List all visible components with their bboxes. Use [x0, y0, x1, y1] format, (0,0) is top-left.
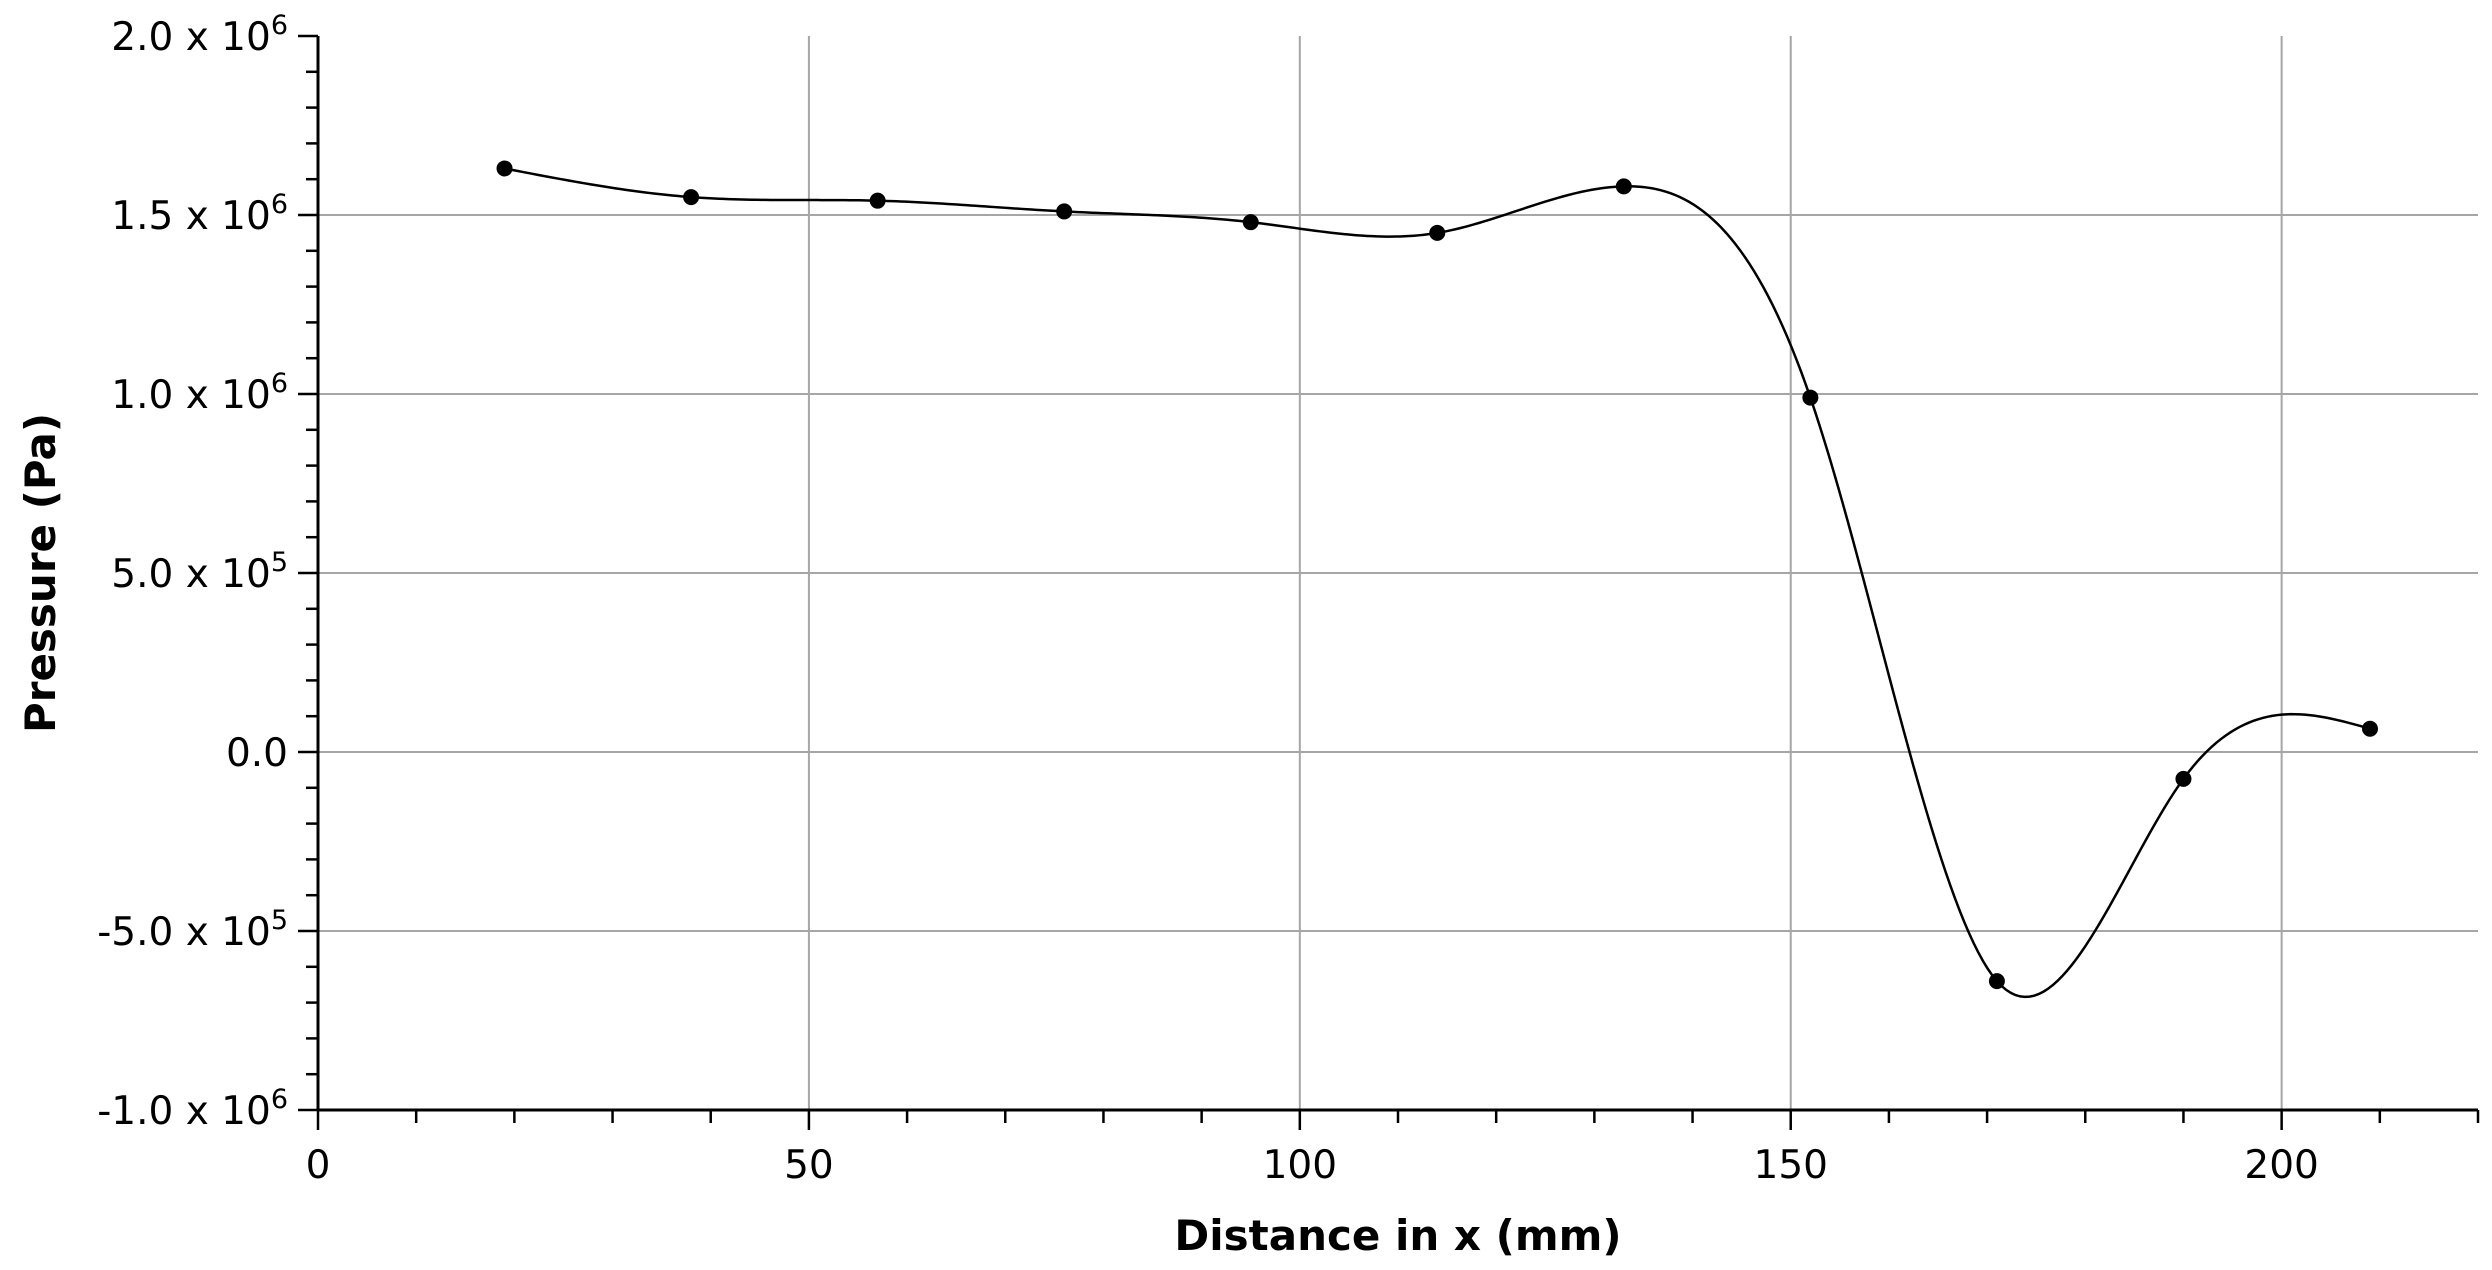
data-point — [1242, 214, 1259, 231]
data-point — [869, 192, 886, 209]
x-tick-label: 150 — [1754, 1143, 1828, 1188]
data-point — [2362, 720, 2378, 737]
tick-labels: 0 50 100 150 200 2.0 x 106 1.5 x 106 1.0 x 106 5… — [97, 10, 2319, 1188]
data-point — [1056, 203, 1073, 220]
data-point — [1988, 973, 2005, 990]
data-point — [1802, 389, 1819, 406]
x-tick-label: 0 — [306, 1143, 331, 1188]
y-tick-label: 2.0 x 106 — [111, 10, 288, 60]
x-tick-label: 50 — [784, 1143, 834, 1188]
data-point — [496, 160, 513, 177]
data-point — [2175, 770, 2192, 787]
y-tick-label: 1.0 x 106 — [111, 368, 288, 418]
data-point — [1429, 224, 1446, 241]
series-line — [504, 167, 2371, 999]
y-tick-label: 0.0 — [226, 731, 288, 776]
data-point — [1615, 178, 1632, 195]
data-point — [683, 189, 700, 206]
grid-lines — [318, 36, 2478, 1110]
y-tick-label: 5.0 x 105 — [111, 547, 288, 597]
y-tick-label: -1.0 x 106 — [97, 1084, 288, 1134]
axes — [298, 34, 2480, 1130]
y-tick-label: 1.5 x 106 — [111, 189, 288, 239]
y-axis-title: Pressure (Pa) — [16, 413, 65, 733]
y-tick-label: -5.0 x 105 — [97, 905, 288, 955]
x-tick-label: 200 — [2244, 1143, 2318, 1188]
data-points — [496, 160, 2378, 990]
data-series — [504, 167, 2371, 999]
x-axis-title: Distance in x (mm) — [1174, 1211, 1621, 1260]
x-tick-label: 100 — [1263, 1143, 1337, 1188]
